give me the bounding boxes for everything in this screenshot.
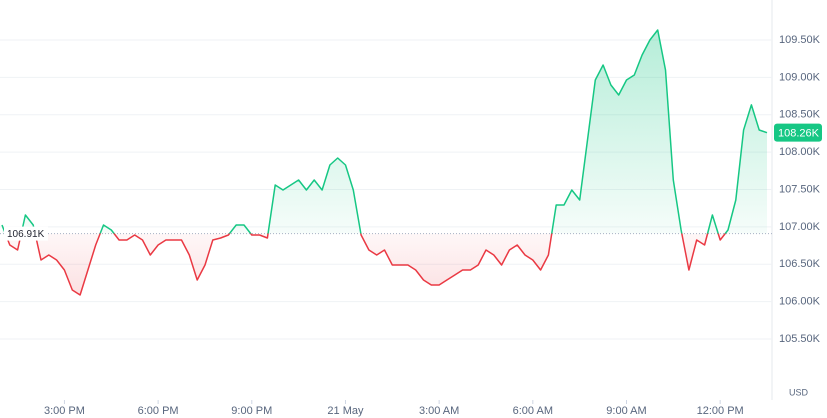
- x-tick-label: 12:00 PM: [697, 405, 744, 417]
- price-line: [1, 29, 768, 296]
- y-tick-label: 105.50K: [779, 333, 821, 345]
- baseline-label-bg: [4, 226, 48, 241]
- x-tick-label: 3:00 PM: [44, 405, 85, 417]
- currency-label: USD: [789, 387, 809, 397]
- y-tick-label: 106.50K: [779, 258, 821, 270]
- y-tick-label: 107.00K: [779, 221, 821, 233]
- x-tick-label: 9:00 PM: [231, 405, 272, 417]
- y-tick-label: 109.00K: [779, 71, 821, 83]
- y-tick-label: 109.50K: [779, 34, 821, 46]
- baseline-label: 106.91K: [7, 229, 45, 240]
- y-tick-label: 108.50K: [779, 109, 821, 121]
- price-badge-label: 108.26K: [778, 128, 820, 140]
- x-tick-label: 9:00 AM: [606, 405, 646, 417]
- y-tick-label: 106.00K: [779, 296, 821, 308]
- x-tick-label: 6:00 AM: [513, 405, 553, 417]
- price-badge: [774, 123, 822, 142]
- y-tick-label: 108.00K: [779, 146, 821, 158]
- x-tick-label: 21 May: [327, 405, 364, 417]
- area-fill: [2, 30, 767, 295]
- y-tick-label: 107.50K: [779, 183, 821, 195]
- x-tick-label: 3:00 AM: [419, 405, 459, 417]
- x-tick-label: 6:00 PM: [138, 405, 179, 417]
